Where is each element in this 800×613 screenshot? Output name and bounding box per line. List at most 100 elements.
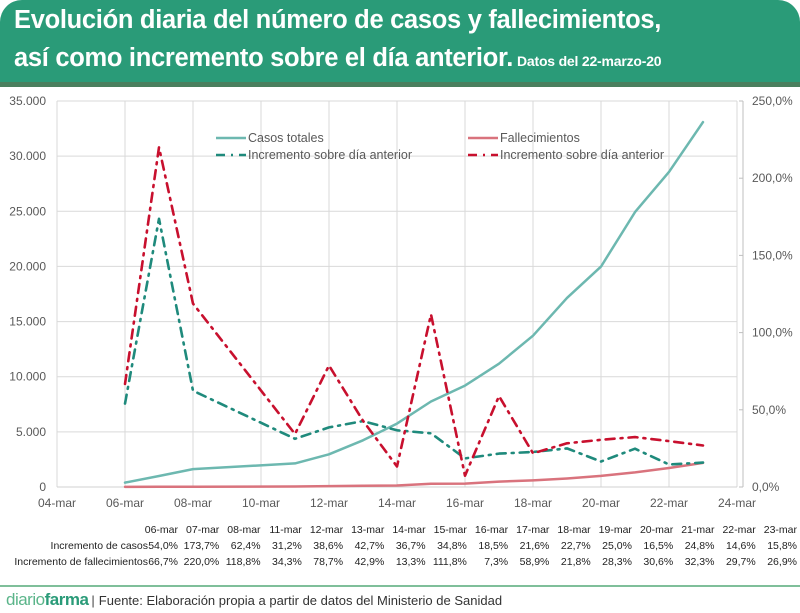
table-cell: 78,7% [313,556,344,568]
chart-subtitle: Datos del 22-marzo-20 [516,53,662,69]
table-cell: 29,7% [725,556,756,568]
table-cell: 17-mar [516,524,550,536]
table-cell: 15,8% [767,540,797,552]
table-cell: 62,4% [230,540,261,552]
table-header-row: 06-mar 07-mar 08-mar 11-mar 12-mar 13-mar 14-m… [0,524,800,540]
table-cell: 32,3% [684,556,715,568]
x-tick-label: 16-mar [446,496,484,510]
table-cell: 20-mar [639,524,674,536]
table-cell: 30,6% [643,556,674,568]
table-cell: 07-mar [186,524,220,536]
footer: diariofarma | Fuente: Elaboración propia a… [6,590,502,610]
table-cell: 14-mar [392,524,426,536]
y-right-tick-label: 150,0% [752,248,793,262]
table-cell: 58,9% [519,556,550,568]
legend-label: Casos totales [248,131,324,145]
table-cell: 21,8% [560,556,591,568]
table-cell: 11-mar [269,524,302,536]
y-left-tick-label: 5.000 [16,425,46,439]
table-cell: 31,2% [272,540,302,552]
table-cell: 16-mar [474,524,509,536]
table-cell: 22-mar [722,524,756,536]
table-cell: 36,7% [395,540,426,552]
footer-separator: | [91,593,95,608]
table-cell: 118,8% [225,556,261,568]
header-banner: Evolución diaria del número de casos y f… [0,0,800,82]
table-cell: 38,6% [313,540,344,552]
y-left-tick-label: 30.000 [9,149,46,163]
series-fallecimientos [123,461,705,489]
table-cell: 12-mar [309,524,344,536]
x-tick-label: 06-mar [106,496,144,510]
table-row-label: Incremento de casos [50,540,148,552]
table-cell: 08-mar [227,524,261,536]
y-left-tick-label: 10.000 [9,370,46,384]
y-right-tick-label: 200,0% [752,171,793,185]
table-cell: 15-mar [433,524,467,536]
table-cell: 06-mar [144,524,178,536]
legend-label: Fallecimientos [500,131,580,145]
table-cell: 13-mar [351,524,385,536]
chart-area: 0 5.000 10.000 15.000 20.000 25.000 30.000 35.0… [0,87,800,515]
table-cell: 18,5% [478,540,509,552]
chart-title-line-1: Evolución diaria del número de casos y f… [14,6,662,34]
x-tick-label: 14-mar [378,496,416,510]
series-incremento-casos [123,217,705,466]
footer-divider [0,585,800,587]
x-tick-label: 24-mar [718,496,756,510]
table-cell: 24,8% [684,540,715,552]
y-left-tick-label: 0 [39,480,46,494]
series-casos-totales [123,120,705,484]
series-incremento-fallecimientos [123,145,705,478]
table-cell: 111,8% [432,556,467,568]
table-cell: 220,0% [183,556,220,568]
table-cell: 19-mar [598,524,632,536]
y-left-tick-label: 25.000 [9,204,46,218]
legend-label: Incremento sobre día anterior [248,148,412,162]
x-tick-label: 18-mar [514,496,552,510]
table-cell: 7,3% [484,556,509,568]
table-row-label: Incremento de fallecimientos [14,556,148,568]
table-cell: 13,3% [395,556,426,568]
y-right-tick-label: 250,0% [752,94,793,108]
y-right-tick-label: 100,0% [752,326,793,340]
table-cell: 42,9% [354,556,385,568]
table-cell: 21-mar [681,524,715,536]
table-row-casos: Incremento de casos 54,0% 173,7% 62,4% 31,2%… [0,540,800,556]
table-row-fallecimientos: Incremento de fallecimientos 66,7% 220,0% 1… [0,556,800,572]
legend-label: Incremento sobre día anterior [500,148,664,162]
table-cell: 26,9% [767,556,797,568]
x-tick-label: 20-mar [582,496,620,510]
y-left-tick-label: 20.000 [9,259,46,273]
logo-diario: diario [6,590,45,609]
table-cell: 66,7% [148,556,178,568]
table-cell: 16,5% [643,540,674,552]
y-right-tick-label: 50,0% [752,403,786,417]
table-cell: 173,7% [183,540,220,552]
x-tick-label: 12-mar [310,496,348,510]
table-cell: 18-mar [557,524,591,536]
table-cell: 25,0% [602,540,632,552]
y-left-tick-label: 35.000 [9,94,46,108]
table-cell: 23-mar [763,524,797,536]
table-cell: 42,7% [354,540,385,552]
x-tick-label: 04-mar [38,496,76,510]
source-text: Fuente: Elaboración propia a partir de d… [98,593,503,608]
x-tick-label: 08-mar [174,496,212,510]
y-right-tick-label: 0,0% [752,480,780,494]
table-cell: 54,0% [148,540,178,552]
x-tick-label: 22-mar [650,496,688,510]
header-divider [0,82,800,87]
line-chart: 0 5.000 10.000 15.000 20.000 25.000 30.000 35.0… [9,94,793,510]
chart-title-line-2: así como incremento sobre el día anterio… [14,44,662,73]
table-cell: 22,7% [560,540,591,552]
x-tick-label: 10-mar [242,496,280,510]
table-cell: 28,3% [602,556,632,568]
y-left-tick-label: 15.000 [9,315,46,329]
table-cell: 34,8% [437,540,467,552]
chart-title-line-2-text: así como incremento sobre el día anterio… [14,44,513,72]
table-cell: 14,6% [725,540,756,552]
table-cell: 21,6% [519,540,550,552]
logo-farma: farma [44,590,89,609]
table-cell: 34,3% [272,556,302,568]
